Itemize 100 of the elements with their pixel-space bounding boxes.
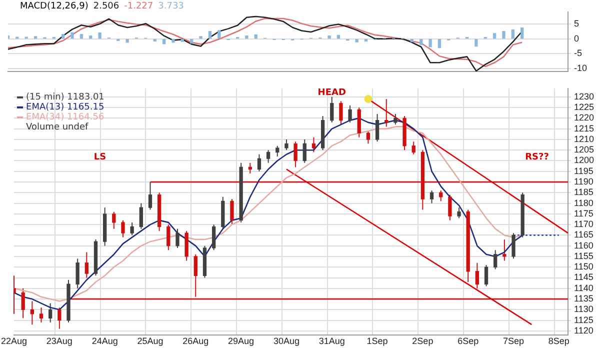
candlestick (302, 138, 306, 164)
y-tick-label: 1150 (574, 262, 594, 272)
chart-title: MACD(12,26,9) (20, 1, 88, 12)
y-tick-label: 1215 (574, 123, 594, 134)
bar (420, 38, 423, 46)
bar (208, 31, 212, 39)
x-tick-label: 23Aug (46, 336, 72, 346)
candlestick (166, 224, 170, 251)
y-tick-label: 1140 (574, 282, 594, 293)
candlestick (312, 136, 316, 153)
y-tick-label: 1145 (574, 272, 594, 282)
bar (34, 36, 38, 39)
x-tick-label: 7Sep (502, 336, 524, 346)
y-tick-label: 1160 (574, 240, 594, 250)
y-tick-label: 1130 (574, 304, 594, 314)
candlestick (112, 211, 116, 230)
bar (428, 38, 432, 48)
bar (245, 36, 248, 39)
candlestick (348, 104, 352, 123)
candlestick (76, 258, 80, 289)
y-tick-label: 5 (574, 18, 580, 28)
candlestick (366, 130, 370, 144)
x-tick-label: 22Aug (0, 336, 28, 346)
candlestick (48, 302, 52, 323)
x-tick-label: 25Aug (137, 336, 164, 346)
x-tick-label: 24Aug (92, 336, 118, 346)
annotation: HEAD (318, 88, 346, 98)
bar (199, 36, 202, 39)
candlestick (284, 138, 288, 151)
bar (172, 38, 175, 43)
candlestick (448, 194, 452, 221)
legend-label: EMA(13) 1165.15 (26, 102, 104, 113)
y-tick-label: 1175 (574, 208, 594, 218)
candlestick (475, 262, 480, 289)
y-tick-label: 1165 (574, 230, 594, 240)
bar (162, 38, 166, 44)
candlestick (176, 228, 180, 248)
legend-label: EMA(34) 1164.56 (26, 112, 104, 123)
bar (98, 32, 102, 39)
text: 3.733 (158, 1, 184, 12)
y-tick-label: 1155 (574, 250, 594, 261)
x-tick-label: 1Sep (366, 336, 388, 346)
bar (492, 33, 496, 39)
bar (502, 31, 506, 39)
bar (180, 38, 184, 42)
candlestick (21, 288, 25, 319)
x-tick-label: 29Aug (228, 336, 254, 346)
candlestick (412, 141, 416, 155)
bar (520, 27, 524, 39)
bar (62, 34, 65, 39)
candlestick (384, 98, 388, 128)
x-tick-label: 26Aug (182, 336, 209, 346)
annotation: Volume undef (26, 122, 90, 133)
bar (410, 38, 414, 42)
y-tick-label: 1205 (574, 144, 594, 155)
bar (474, 38, 478, 47)
y-tick-label: 1200 (574, 155, 594, 166)
candlestick (394, 113, 398, 126)
bar (80, 34, 84, 39)
x-tick-label: 31Aug (318, 336, 345, 346)
candlestick (484, 264, 488, 287)
y-tick-label: 1185 (574, 187, 594, 198)
candlestick (494, 250, 498, 270)
candlestick (330, 96, 334, 123)
y-tick-label: 1120 (574, 325, 594, 336)
annotation: RS?? (525, 152, 549, 162)
y-tick-label: 1210 (574, 134, 594, 144)
candlestick (130, 222, 134, 236)
legend-label: (15 min) 1183.01 (26, 92, 104, 103)
candlestick (148, 182, 152, 210)
bar (190, 38, 194, 44)
candlestick (294, 141, 298, 168)
series-label: 2.506 (93, 1, 120, 12)
y-tick-label: -10 (574, 63, 588, 74)
candlestick (230, 198, 234, 226)
series-label: -1.227 (124, 1, 154, 12)
candlestick (276, 145, 280, 157)
bar (364, 38, 368, 42)
candlestick (212, 224, 216, 251)
candlestick (457, 207, 461, 219)
bar (328, 36, 331, 39)
x-tick-label: 30Aug (273, 336, 300, 346)
candlestick (257, 154, 262, 172)
x-tick-label: 8Sep (548, 336, 570, 346)
candlestick (512, 232, 516, 260)
y-tick-label: 0 (574, 33, 580, 44)
y-tick-label: 1230 (574, 91, 594, 102)
candlestick (121, 220, 125, 238)
candlestick (266, 150, 270, 164)
y-tick-label: 1220 (574, 112, 594, 123)
candlestick (139, 202, 143, 230)
candlestick (375, 113, 380, 142)
annotation: LS (94, 152, 106, 162)
bar (355, 38, 358, 42)
y-tick-label: 1170 (574, 219, 594, 230)
y-tick-label: 1135 (574, 294, 594, 304)
y-tick-label: 1195 (574, 166, 594, 176)
candlestick (502, 238, 506, 262)
candlestick (84, 252, 88, 278)
bar (153, 38, 156, 42)
